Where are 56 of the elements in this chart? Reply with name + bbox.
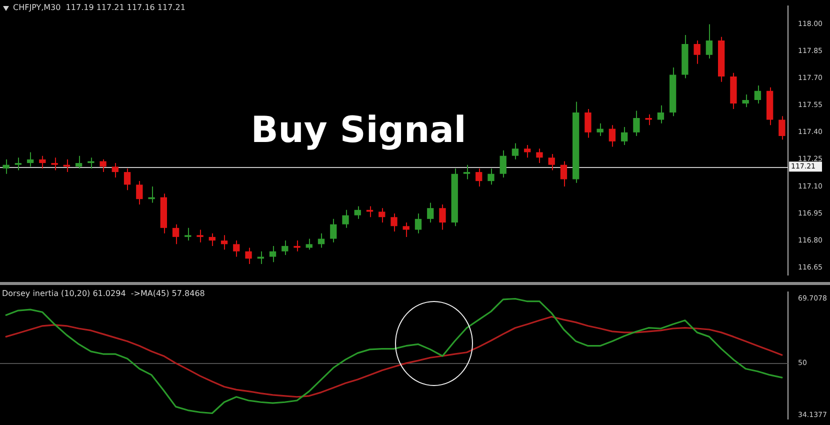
candlestick	[742, 94, 749, 108]
candlestick	[208, 232, 216, 246]
annotation: Buy Signal	[250, 110, 466, 151]
candlestick	[439, 204, 446, 230]
candlestick	[694, 40, 700, 64]
candlestick	[706, 24, 713, 59]
candlestick	[500, 150, 506, 178]
chart-title: Dorsey inertia (10,20) 61.0294 ->MA(45) 57.8468	[2, 289, 205, 298]
candlestick	[318, 232, 325, 248]
candlestick	[354, 206, 361, 220]
candlestick	[2, 158, 10, 174]
candlestick	[378, 208, 386, 224]
candlestick	[14, 157, 22, 171]
candlestick	[414, 213, 422, 234]
candlestick	[124, 168, 131, 191]
candlestick	[75, 155, 82, 169]
candlestick	[196, 229, 204, 243]
candlestick	[172, 224, 180, 245]
candlestick	[463, 164, 470, 180]
candlestick	[245, 247, 252, 264]
candlestick	[282, 240, 288, 256]
candlestick	[136, 180, 143, 205]
candlestick	[294, 240, 300, 252]
candlestick	[584, 108, 592, 138]
candlestick	[306, 238, 312, 250]
candlestick	[560, 160, 568, 187]
candlestick	[402, 222, 410, 238]
candlestick	[778, 116, 786, 140]
candlestick	[633, 110, 640, 136]
candlestick	[112, 162, 119, 178]
candlestick	[220, 234, 228, 250]
candlestick	[26, 152, 34, 168]
candlestick	[390, 213, 398, 232]
candlestick	[548, 154, 555, 171]
candlestick	[645, 114, 652, 126]
candlestick	[657, 104, 664, 124]
candlestick	[39, 155, 46, 169]
candlestick	[488, 168, 494, 186]
candlestick	[596, 122, 604, 136]
candlestick	[536, 148, 543, 164]
chart-title: CHFJPY,M30 117.19 117.21 117.16 117.21	[13, 3, 186, 12]
candlestick	[233, 240, 240, 258]
candlestick	[342, 209, 349, 228]
candlestick	[621, 126, 628, 146]
candlestick	[608, 124, 616, 148]
candlestick	[512, 142, 519, 160]
candlestick	[524, 144, 531, 158]
candlestick	[100, 158, 106, 173]
candlestick	[754, 85, 762, 104]
candlestick	[184, 227, 192, 242]
candlestick	[269, 245, 276, 263]
candlestick	[330, 218, 337, 243]
candlestick	[476, 168, 482, 187]
candlestick	[427, 202, 434, 224]
candlestick	[88, 157, 94, 169]
candlestick	[51, 157, 58, 171]
